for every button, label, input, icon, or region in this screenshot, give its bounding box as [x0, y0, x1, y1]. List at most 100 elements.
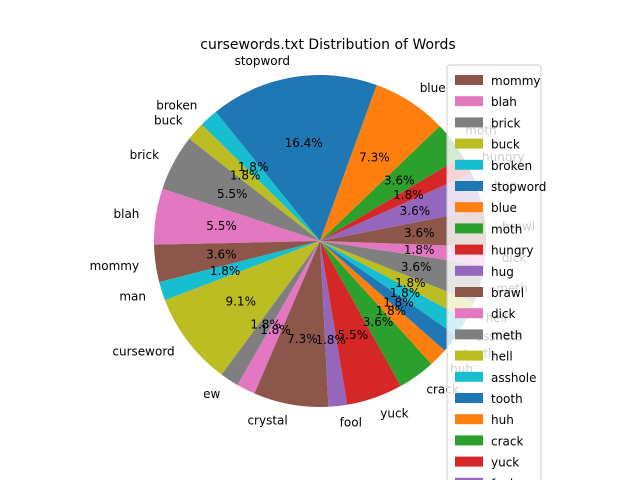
legend-swatch	[455, 265, 483, 276]
slice-percent-label: 5.5%	[206, 219, 237, 233]
legend-label: hungry	[491, 244, 533, 258]
pie-slice	[221, 241, 320, 386]
pie-slice	[164, 241, 320, 375]
slice-percent-label: 1.8%	[390, 286, 421, 300]
pie-slices	[154, 75, 486, 407]
pie-percent-labels: 16.4%1.8%1.8%5.5%5.5%3.6%1.8%9.1%1.8%1.8…	[206, 136, 434, 347]
slice-percent-label: 3.6%	[401, 260, 432, 274]
legend-label: hug	[491, 265, 514, 279]
legend-label: brick	[491, 116, 520, 130]
legend-swatch	[455, 181, 483, 191]
pie-slice	[215, 75, 377, 241]
legend-label: buck	[491, 138, 520, 152]
slice-percent-label: 9.1%	[225, 294, 256, 308]
slice-percent-label: 1.8%	[210, 264, 241, 278]
pie-slice	[254, 241, 329, 407]
legend-swatch	[455, 435, 483, 446]
pie-slice	[320, 156, 472, 241]
pie-slice	[154, 188, 320, 245]
chart-title: cursewords.txt Distribution of Words	[200, 37, 455, 53]
legend-swatch	[455, 308, 483, 319]
slice-percent-label: 1.8%	[238, 160, 269, 174]
legend-label: yuck	[491, 456, 519, 470]
slice-percent-label: 3.6%	[206, 248, 237, 262]
slice-percent-label: 1.8%	[393, 188, 424, 202]
legend-swatch	[455, 75, 483, 85]
slice-name-label: blue	[420, 81, 446, 95]
slice-name-label: man	[119, 289, 146, 303]
legend-swatch	[455, 477, 483, 480]
slice-percent-label: 3.6%	[400, 204, 431, 218]
legend-label: blue	[491, 201, 517, 215]
pie-slice	[320, 241, 475, 320]
legend-swatch	[455, 223, 483, 234]
legend-swatch	[455, 287, 483, 297]
legend-swatch	[455, 117, 483, 128]
pie-slice	[320, 173, 483, 241]
slice-percent-label: 7.3%	[359, 151, 390, 165]
legend: mommy blah brick buck broken stopword blue moth…	[446, 64, 546, 480]
pie-slice	[320, 241, 348, 407]
legend-swatch	[455, 244, 483, 255]
legend-label: hell	[491, 350, 513, 364]
legend-label: huh	[491, 413, 514, 427]
pie-slice	[320, 241, 457, 351]
legend-label: fool	[491, 477, 513, 480]
legend-label: meth	[491, 328, 522, 342]
pie-slice	[189, 124, 320, 241]
slice-percent-label: 1.8%	[250, 317, 281, 331]
pie-slice	[320, 241, 467, 336]
slice-name-label: yuck	[380, 406, 408, 420]
legend-swatch	[455, 329, 483, 340]
legend-label: blah	[491, 95, 517, 109]
slice-name-label: curseword	[112, 345, 174, 359]
legend-swatch	[455, 393, 483, 403]
pie-slice	[162, 138, 320, 241]
slice-percent-label: 3.6%	[384, 174, 415, 188]
pie-slice	[320, 209, 486, 247]
slice-name-label: stopword	[235, 54, 290, 68]
slice-name-label: ew	[203, 387, 220, 401]
legend-label: stopword	[491, 180, 546, 194]
pie-slice	[320, 85, 440, 242]
legend-label: tooth	[491, 392, 523, 406]
slice-percent-label: 3.6%	[363, 315, 394, 329]
legend-label: asshole	[491, 371, 537, 385]
slice-percent-label: 3.6%	[404, 226, 435, 240]
legend-swatch	[455, 456, 483, 467]
pie-slice	[320, 126, 463, 241]
slice-percent-label: 5.5%	[338, 328, 369, 342]
legend-swatch	[455, 202, 483, 213]
slice-percent-label: 16.4%	[285, 136, 323, 150]
pie-slice	[159, 241, 320, 301]
slice-name-label: buck	[154, 114, 183, 128]
legend-label: broken	[491, 159, 532, 173]
legend-swatch	[455, 414, 483, 425]
slice-name-label: fool	[340, 416, 362, 430]
slice-name-label: brick	[130, 148, 159, 162]
legend-swatch	[455, 371, 483, 382]
legend-swatch	[455, 96, 483, 107]
pie-slice	[320, 241, 486, 266]
legend-label: moth	[491, 222, 522, 236]
legend-label: mommy	[491, 74, 541, 88]
legend-swatch	[455, 138, 483, 149]
slice-percent-label: 1.8%	[230, 168, 261, 182]
slice-percent-label: 1.8%	[260, 323, 291, 337]
slice-name-label: blah	[114, 207, 140, 221]
slice-percent-label: 1.8%	[376, 304, 407, 318]
slice-percent-label: 1.8%	[404, 243, 435, 257]
slice-percent-label: 5.5%	[217, 187, 248, 201]
slice-percent-label: 1.8%	[383, 295, 414, 309]
legend-label: crack	[491, 434, 523, 448]
pie-slice	[320, 241, 432, 387]
pie-slice	[201, 111, 320, 241]
pie-slice	[320, 241, 485, 303]
pie-slice	[154, 241, 320, 283]
slice-name-label: mommy	[90, 259, 140, 273]
slice-percent-label: 1.8%	[395, 276, 426, 290]
legend-swatch	[455, 350, 483, 361]
legend-label: dick	[491, 307, 516, 321]
pie-slice	[320, 241, 445, 365]
